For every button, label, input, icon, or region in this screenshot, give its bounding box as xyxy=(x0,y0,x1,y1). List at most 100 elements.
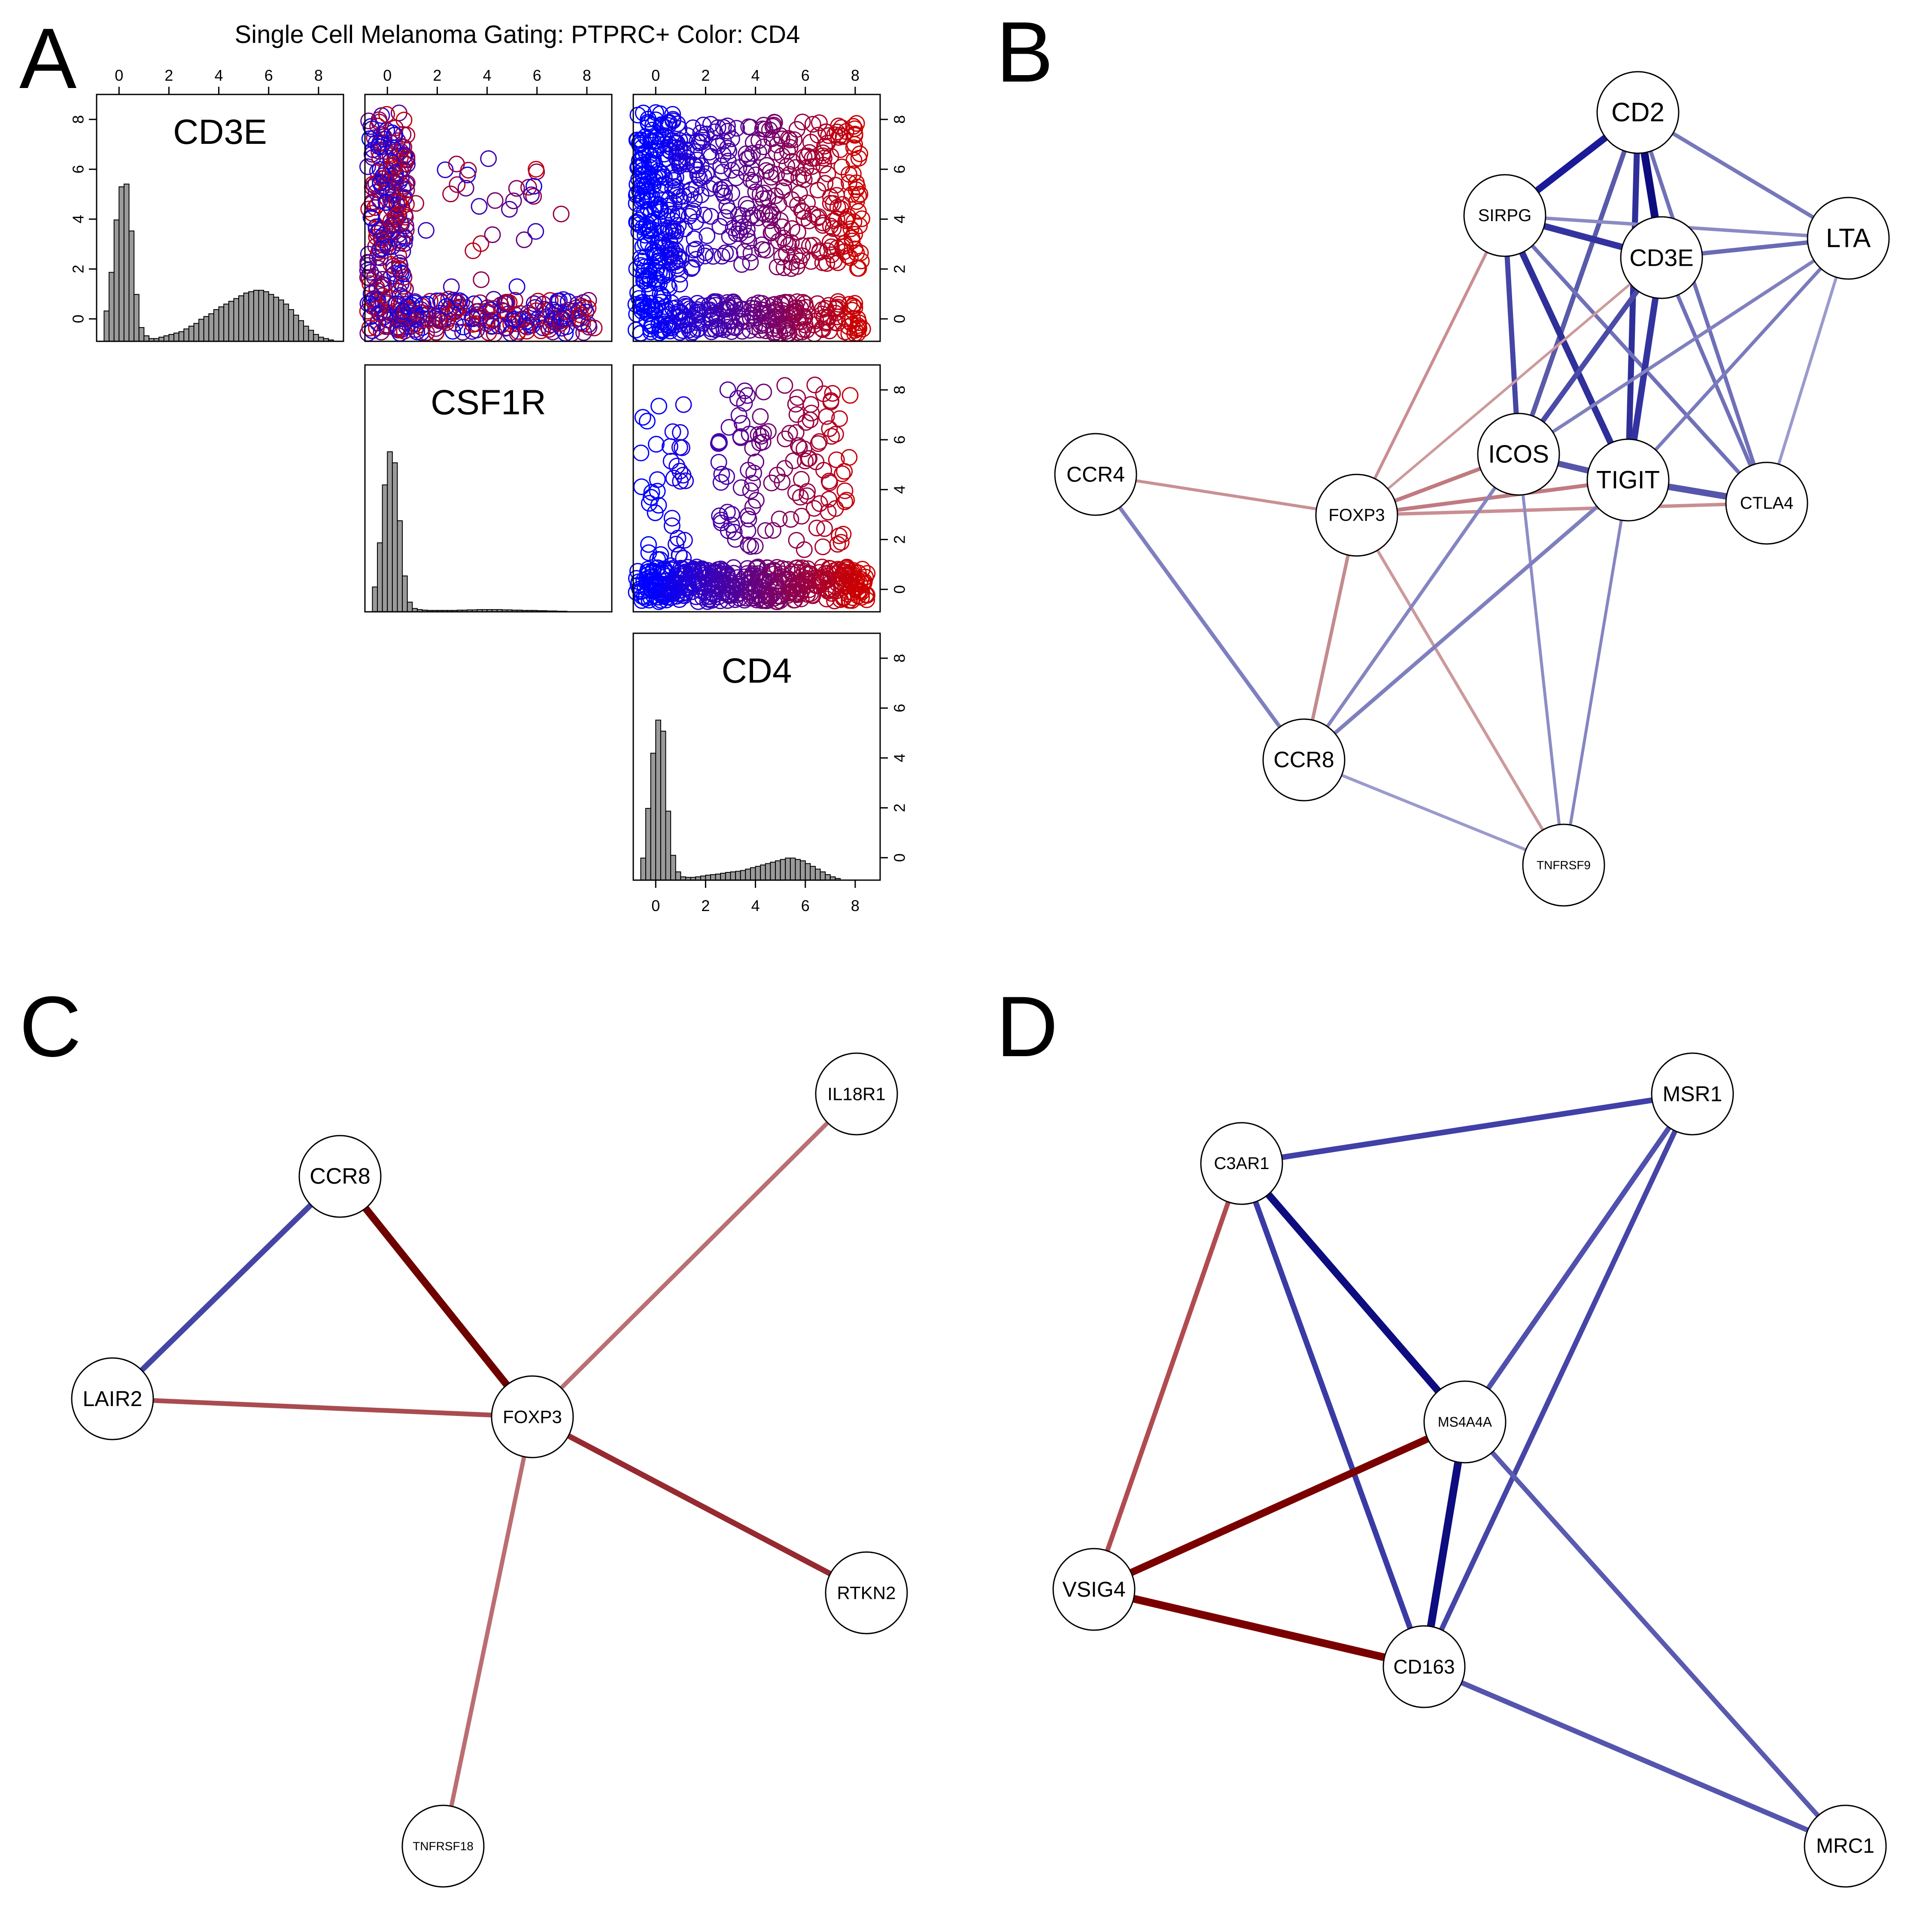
node-msr1[interactable]: MSR1 xyxy=(1651,1052,1734,1136)
scatter-point xyxy=(797,414,814,431)
tick-label: 4 xyxy=(891,753,908,762)
scatter-point xyxy=(846,127,863,144)
scatter-point xyxy=(736,395,753,412)
node-rtkn2[interactable]: RTKN2 xyxy=(825,1551,908,1634)
node-ccr8[interactable]: CCR8 xyxy=(298,1135,382,1218)
scatter-point xyxy=(704,585,721,602)
edge-icos-tnfrsf9 xyxy=(1517,454,1565,866)
scatter-point xyxy=(854,561,871,578)
node-il18r1[interactable]: IL18R1 xyxy=(815,1052,898,1136)
edge-cd2-ctla4 xyxy=(1636,112,1769,504)
node-ccr4[interactable]: CCR4 xyxy=(1054,433,1137,516)
node-tnfrsf18[interactable]: TNFRSF18 xyxy=(401,1804,485,1888)
scatter-point xyxy=(553,205,570,222)
tick-label: 8 xyxy=(891,115,908,124)
histogram-bar xyxy=(770,862,776,881)
scatter-point xyxy=(447,304,464,321)
scatter-point xyxy=(693,186,710,204)
scatter-point xyxy=(628,187,645,204)
scatter-point xyxy=(694,589,711,606)
edge-foxp3-ccr8 xyxy=(1302,515,1358,760)
node-ms4a4a[interactable]: MS4A4A xyxy=(1423,1380,1507,1464)
scatter-point xyxy=(677,168,694,185)
node-cd2[interactable]: CD2 xyxy=(1596,71,1680,154)
scatter-point xyxy=(826,592,843,610)
scatter-point xyxy=(844,298,862,315)
node-cd3e[interactable]: CD3E xyxy=(1620,216,1703,299)
scatter-point xyxy=(820,491,838,508)
scatter-point xyxy=(816,520,833,537)
scatter-point xyxy=(849,178,866,195)
node-c3ar1[interactable]: C3AR1 xyxy=(1200,1122,1283,1205)
scatter-point xyxy=(793,507,810,525)
scatter-point xyxy=(721,228,738,245)
node-label: FOXP3 xyxy=(1328,506,1385,525)
scatter-point xyxy=(653,116,670,133)
scatter-point xyxy=(635,588,653,605)
scatter-point xyxy=(386,265,403,282)
node-icos[interactable]: ICOS xyxy=(1477,413,1560,496)
scatter-point xyxy=(763,130,781,147)
scatter-point xyxy=(361,275,379,292)
node-mrc1[interactable]: MRC1 xyxy=(1804,1804,1887,1888)
scatter-point xyxy=(774,147,791,164)
scatter-point xyxy=(755,383,772,401)
scatter-point xyxy=(761,212,778,229)
scatter-point xyxy=(838,492,855,509)
histogram-bar xyxy=(208,313,214,342)
scatter-point xyxy=(835,526,852,543)
histogram-bar xyxy=(168,334,175,342)
edge-foxp3-tigit xyxy=(1356,478,1628,517)
scatter-point xyxy=(776,460,793,477)
node-foxp3[interactable]: FOXP3 xyxy=(491,1375,574,1458)
scatter-point xyxy=(652,105,669,122)
histogram-bar xyxy=(640,857,647,881)
scatter-point xyxy=(664,423,681,440)
scatter-point xyxy=(371,143,388,160)
scatter-point xyxy=(729,575,746,592)
node-tigit[interactable]: TIGIT xyxy=(1586,438,1670,522)
node-sirpg[interactable]: SIRPG xyxy=(1463,174,1546,257)
node-lair2[interactable]: LAIR2 xyxy=(71,1357,154,1440)
scatter-point xyxy=(660,249,677,266)
node-lta[interactable]: LTA xyxy=(1807,197,1890,280)
node-vsig4[interactable]: VSIG4 xyxy=(1052,1548,1136,1631)
scatter-point xyxy=(811,495,828,512)
scatter-point xyxy=(815,309,832,326)
node-label: MSR1 xyxy=(1663,1082,1722,1106)
scatter-point xyxy=(728,120,745,137)
node-tnfrsf9[interactable]: TNFRSF9 xyxy=(1522,823,1605,907)
scatter-point xyxy=(832,534,850,551)
node-ctla4[interactable]: CTLA4 xyxy=(1725,462,1808,545)
scatter-point xyxy=(457,179,474,197)
scatter-point xyxy=(794,113,811,131)
node-circle xyxy=(1725,462,1808,545)
scatter-point xyxy=(744,207,761,224)
panel-letter-b: B xyxy=(996,4,1053,100)
tick-label: 6 xyxy=(891,165,908,173)
node-ccr8[interactable]: CCR8 xyxy=(1262,718,1346,802)
scatter-point xyxy=(794,237,811,254)
scatter-point xyxy=(695,116,712,134)
histogram-bar xyxy=(710,874,716,881)
edge-foxp3-tnfrsf18 xyxy=(441,1416,535,1847)
node-foxp3[interactable]: FOXP3 xyxy=(1315,474,1398,557)
scatter-point xyxy=(839,208,857,225)
scatter-point xyxy=(665,172,682,189)
tick-label: 8 xyxy=(891,654,908,662)
scatter-point xyxy=(780,130,797,147)
scatter-point xyxy=(808,519,825,537)
scatter-point xyxy=(735,218,752,235)
matrix-cell-frame xyxy=(632,364,881,613)
scatter-point xyxy=(760,206,778,223)
histogram-bar xyxy=(814,869,821,881)
node-cd163[interactable]: CD163 xyxy=(1382,1625,1466,1708)
scatter-point xyxy=(505,192,522,210)
histogram-bar xyxy=(163,335,170,342)
scatter-point xyxy=(528,302,545,319)
scatter-point xyxy=(739,387,756,404)
scatter-point xyxy=(857,568,874,586)
scatter-point xyxy=(640,544,657,561)
scatter-point xyxy=(662,222,679,240)
tick-label: 4 xyxy=(891,215,908,223)
